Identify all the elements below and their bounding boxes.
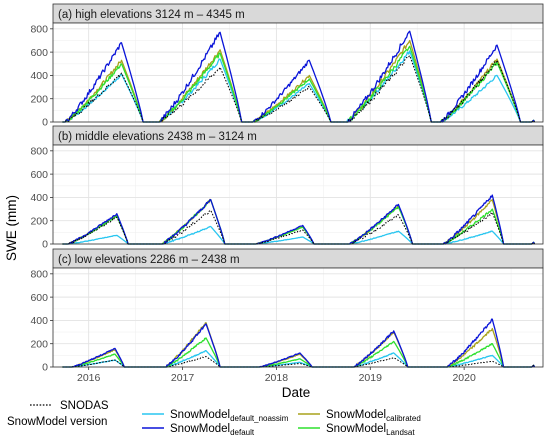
series-line-snodas	[62, 55, 536, 123]
legend-label-sub: Landsat	[386, 428, 415, 437]
legend-item-default_noassim: SnowModeldefault_noassim	[142, 409, 289, 423]
y-tick-label: 600	[30, 292, 48, 304]
legend-label-snodas: SNODAS	[60, 400, 109, 412]
y-axis-title: SWE (mm)	[4, 195, 19, 261]
panel-border	[52, 144, 544, 245]
legend-label-landsat: SnowModelLandsat	[326, 423, 415, 437]
legend-group-title: SnowModel version	[7, 416, 107, 428]
legend-label-main: SnowModel	[326, 423, 386, 435]
legend-item-calibrated: SnowModelcalibrated	[298, 409, 421, 423]
y-tick-label: 800	[30, 146, 48, 158]
x-tick-label: 2020	[452, 372, 476, 384]
y-tick-label: 400	[30, 315, 48, 327]
series-line-landsat	[62, 45, 536, 123]
y-tick-label: 200	[30, 338, 48, 350]
panel-title: (b) middle elevations 2438 m – 3124 m	[58, 131, 257, 143]
series-line-default_noassim	[62, 225, 536, 245]
x-axis-title: Date	[282, 385, 311, 400]
y-tick-label: 0	[42, 362, 48, 374]
legend-label-default: SnowModeldefault	[170, 423, 255, 437]
y-tick-label: 200	[30, 215, 48, 227]
x-tick-label: 2016	[77, 372, 101, 384]
y-tick-label: 400	[30, 70, 48, 82]
series-line-default	[62, 30, 536, 123]
legend-label-default_noassim: SnowModeldefault_noassim	[170, 409, 289, 423]
y-tick-label: 600	[30, 169, 48, 181]
axes-layer: 0 200 400 600 800 0 200 400 600 800 0 200 400 600 800 2…	[30, 24, 476, 384]
legend-item-landsat: SnowModelLandsat	[298, 423, 415, 437]
legend-label-main: SnowModel	[170, 409, 230, 421]
y-tick-label: 400	[30, 192, 48, 204]
y-tick-label: 800	[30, 24, 48, 36]
panel-border	[52, 267, 544, 368]
panel-title: (a) high elevations 3124 m – 4345 m	[58, 9, 245, 21]
panel-plot-area	[53, 268, 543, 367]
panels-layer: (a) high elevations 3124 m – 4345 m (b) m…	[52, 3, 544, 368]
panel-2: (b) middle elevations 2438 m – 3124 m	[52, 125, 544, 245]
x-tick-label: 2018	[265, 372, 289, 384]
series-line-snodas	[62, 209, 536, 245]
series-line-snodas	[62, 356, 536, 368]
series-line-landsat	[62, 337, 536, 368]
x-tick-label: 2017	[171, 372, 195, 384]
x-tick-label: 2019	[359, 372, 383, 384]
panel-title: (c) low elevations 2286 m – 2438 m	[58, 254, 240, 266]
legend-label-sub: calibrated	[386, 414, 421, 423]
y-tick-label: 600	[30, 47, 48, 59]
legend-label-sub: default_noassim	[230, 414, 289, 423]
panel-3: (c) low elevations 2286 m – 2438 m	[52, 248, 544, 368]
series-line-default	[62, 318, 536, 368]
legend-label-main: SnowModel	[170, 423, 230, 435]
legend-label-calibrated: SnowModelcalibrated	[326, 409, 421, 423]
y-tick-label: 800	[30, 269, 48, 281]
legend-item-default: SnowModeldefault	[142, 423, 255, 437]
y-tick-label: 0	[42, 117, 48, 129]
legend-item-snodas: SNODAS	[30, 400, 109, 412]
legend-label-sub: default	[230, 428, 255, 437]
panel-border	[52, 22, 544, 123]
y-tick-label: 200	[30, 93, 48, 105]
legend-label-main: SnowModel	[326, 409, 386, 421]
y-tick-label: 0	[42, 239, 48, 251]
panel-1: (a) high elevations 3124 m – 4345 m	[52, 3, 544, 123]
series-line-landsat	[62, 199, 536, 245]
series-line-default	[62, 194, 536, 245]
